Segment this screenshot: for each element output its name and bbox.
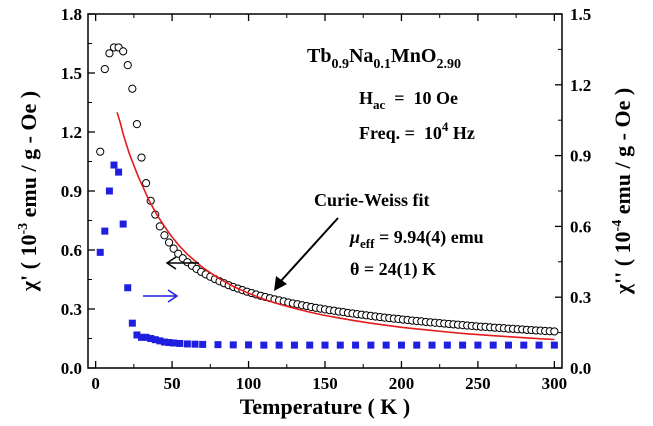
theta-annotation: θ = 24(1) K (350, 259, 436, 280)
y-right-tick-label: 1.2 (570, 76, 591, 95)
mu-eff-annotation: μeff = 9.94(4) emu (349, 227, 484, 251)
chi-imag-point (119, 220, 127, 228)
chi-imag-point (443, 341, 451, 349)
chi-imag-point (459, 341, 467, 349)
y-left-tick-label: 0.0 (61, 359, 82, 378)
chi-real-point (155, 222, 164, 231)
chi-imag-point (214, 341, 222, 349)
chi-imag-point (382, 341, 390, 349)
chi-real-point (105, 49, 114, 58)
chi-imag-point (428, 341, 436, 349)
chi-real-point (142, 179, 151, 188)
y-left-tick-label: 0.6 (61, 241, 82, 260)
y-axis-left-label: χ' ( 10-3 emu / g - Oe ) (16, 91, 41, 292)
chi-imag-point (151, 336, 159, 344)
chi-imag-point (413, 341, 421, 349)
chi-imag-point (138, 333, 146, 341)
chi-real-point (169, 244, 178, 253)
chi-imag-point (336, 341, 344, 349)
left-axis-arrow (165, 256, 199, 270)
chi-imag-point (474, 341, 482, 349)
x-tick-label: 300 (542, 374, 568, 393)
y-axis-right-label: χ'' ( 10-4 emu / g - Oe ) (610, 88, 635, 295)
chi-imag-point (504, 341, 512, 349)
chi-real-point (160, 231, 169, 240)
chi-imag-point (101, 227, 109, 235)
chi-imag-point (165, 339, 173, 347)
y-left-tick-label: 1.5 (61, 64, 82, 83)
chi-imag-point (147, 335, 155, 342)
chi-imag-point (170, 339, 178, 347)
y-right-tick-label: 0.6 (570, 217, 591, 236)
chi-imag-point (128, 319, 136, 327)
chi-imag-point (535, 341, 543, 349)
y-right-tick-label: 0.0 (570, 359, 591, 378)
chi-imag-point (352, 341, 360, 349)
y-left-tick-label: 1.2 (61, 123, 82, 142)
chi-real-point (96, 147, 105, 156)
x-tick-label: 250 (465, 374, 491, 393)
x-tick-label: 0 (91, 374, 100, 393)
plot-frame (87, 13, 563, 369)
x-tick-label: 50 (164, 374, 181, 393)
chi-imag-point (199, 340, 207, 348)
chi-imag-point (110, 161, 118, 169)
chi-imag-point (156, 337, 164, 345)
chi-imag-point (105, 187, 113, 195)
chi-real-point (132, 120, 142, 129)
tick-labels: 0 50 100 150 200 250 3000.00.30.60.91.21.51.80… (61, 5, 592, 393)
fit-label: Curie-Weiss fit (314, 190, 429, 210)
chi-real-point (137, 153, 146, 162)
x-tick-label: 150 (312, 374, 338, 393)
y-left-tick-label: 1.8 (61, 5, 82, 24)
chi-real-point (100, 64, 109, 74)
y-left-tick-label: 0.3 (61, 300, 82, 319)
chi-imag-point (290, 341, 298, 349)
chi-imag-point (321, 341, 329, 349)
chi-imag-point (245, 341, 253, 349)
chi-real-point (550, 327, 559, 336)
chi-imag-point (260, 341, 268, 349)
y-right-tick-label: 0.3 (570, 288, 591, 307)
chi-real-point (123, 61, 132, 70)
chi-imag-point (275, 341, 283, 349)
chi-imag-point (550, 341, 558, 349)
chi-imag-point (124, 284, 132, 292)
chi-imag-point (191, 340, 199, 348)
fit-pointer-arrow (274, 217, 339, 291)
chi-imag-point (142, 333, 150, 341)
x-tick-label: 200 (389, 374, 415, 393)
chi-real-point (119, 47, 128, 56)
y-left-tick-label: 0.9 (61, 182, 82, 201)
curie-weiss-fit-line (116, 112, 555, 341)
x-axis-label: Temperature ( K ) (240, 394, 410, 419)
chi-imag-point (397, 341, 405, 349)
chi-imag-point (367, 341, 375, 349)
x-tick-label: 100 (236, 374, 262, 393)
chi-imag-point (176, 339, 184, 347)
freq-annotation: Freq. = 104 Hz (359, 119, 475, 143)
hac-annotation: Hac = 10 Oe (359, 88, 458, 112)
chi-imag-point (229, 341, 237, 349)
chi-real-point (164, 238, 174, 247)
y-right-tick-label: 1.5 (570, 5, 591, 24)
chi-real-point (128, 84, 137, 93)
chi-imag-point (520, 341, 528, 349)
chi-imag-point (133, 331, 141, 339)
chi-imag-point (489, 341, 497, 349)
right-axis-arrow (143, 289, 179, 303)
y-right-tick-label: 0.9 (570, 147, 591, 166)
chi-imag-point (306, 341, 314, 349)
chart-title: Tb0.9Na0.1MnO2.90 (307, 45, 461, 72)
chi-imag-point (115, 168, 123, 176)
chi-imag-point (96, 248, 104, 256)
chi-imag-point (183, 340, 191, 348)
series-layer (96, 43, 559, 349)
chi-imag-point (160, 338, 168, 346)
